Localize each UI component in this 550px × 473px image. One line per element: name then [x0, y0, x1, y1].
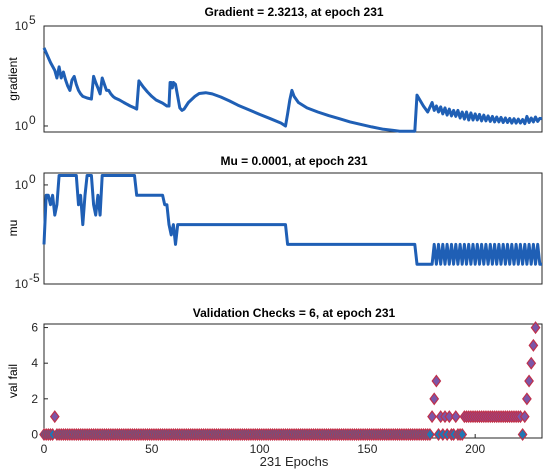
xtick-label: 0: [41, 442, 48, 456]
mu-axes: [43, 172, 543, 285]
val-fail-marker: [528, 338, 539, 352]
val-fail-marker: [519, 410, 530, 424]
val-fail-marker: [49, 410, 60, 424]
validation-panel: Validation Checks = 6, at epoch 231 val …: [6, 306, 543, 469]
gradient-title: Gradient = 2.3213, at epoch 231: [204, 5, 383, 19]
ytick-label: 2: [31, 392, 38, 406]
xtick-label: 200: [465, 442, 485, 456]
ytick-label: 10: [15, 277, 29, 291]
ytick-exponent: 5: [29, 13, 36, 27]
val-fail-marker: [457, 427, 468, 441]
gradient-series-line: [42, 47, 543, 133]
val-fail-marker: [427, 410, 437, 424]
val-fail-marker: [524, 374, 534, 388]
validation-markers: [39, 321, 541, 441]
xtick-label: 50: [145, 442, 159, 456]
xtick-label: 100: [250, 442, 270, 456]
mu-series-line: [42, 174, 542, 266]
val-fail-marker: [444, 410, 455, 424]
validation-title: Validation Checks = 6, at epoch 231: [193, 306, 396, 320]
gradient-ylabel: gradient: [6, 57, 20, 101]
val-fail-marker: [431, 374, 442, 388]
ytick-label: 6: [31, 321, 38, 335]
ytick-label: 10: [15, 178, 29, 192]
xtick-label: 150: [357, 442, 377, 456]
mu-ylabel: mu: [6, 220, 20, 237]
ytick-exponent: 0: [29, 172, 36, 186]
val-fail-marker: [530, 321, 541, 335]
x-axis-label: 231 Epochs: [260, 454, 329, 469]
val-fail-marker: [450, 410, 461, 424]
mu-panel: Mu = 0.0001, at epoch 231 mu 10 010 -5: [6, 154, 543, 291]
ytick-label: 0: [31, 427, 38, 441]
val-fail-marker: [429, 392, 440, 406]
val-fail-marker: [425, 427, 435, 441]
ytick-exponent: -5: [29, 271, 40, 285]
ytick-label: 4: [31, 356, 38, 370]
gradient-yticks: 10 010 5: [15, 13, 48, 133]
validation-axes: [43, 323, 543, 439]
mu-yticks: 10 010 -5: [15, 172, 48, 291]
ytick-label: 10: [15, 19, 29, 33]
validation-xticks: 0 50 100 150 200: [41, 434, 486, 456]
mu-title: Mu = 0.0001, at epoch 231: [220, 154, 367, 168]
gradient-panel: Gradient = 2.3213, at epoch 231 gradient…: [6, 5, 543, 133]
val-fail-marker: [526, 356, 537, 370]
ytick-label: 10: [15, 119, 29, 133]
validation-ylabel: val fail: [6, 364, 20, 398]
val-fail-marker: [522, 392, 532, 406]
ytick-exponent: 0: [29, 113, 36, 127]
val-fail-marker: [517, 427, 528, 441]
